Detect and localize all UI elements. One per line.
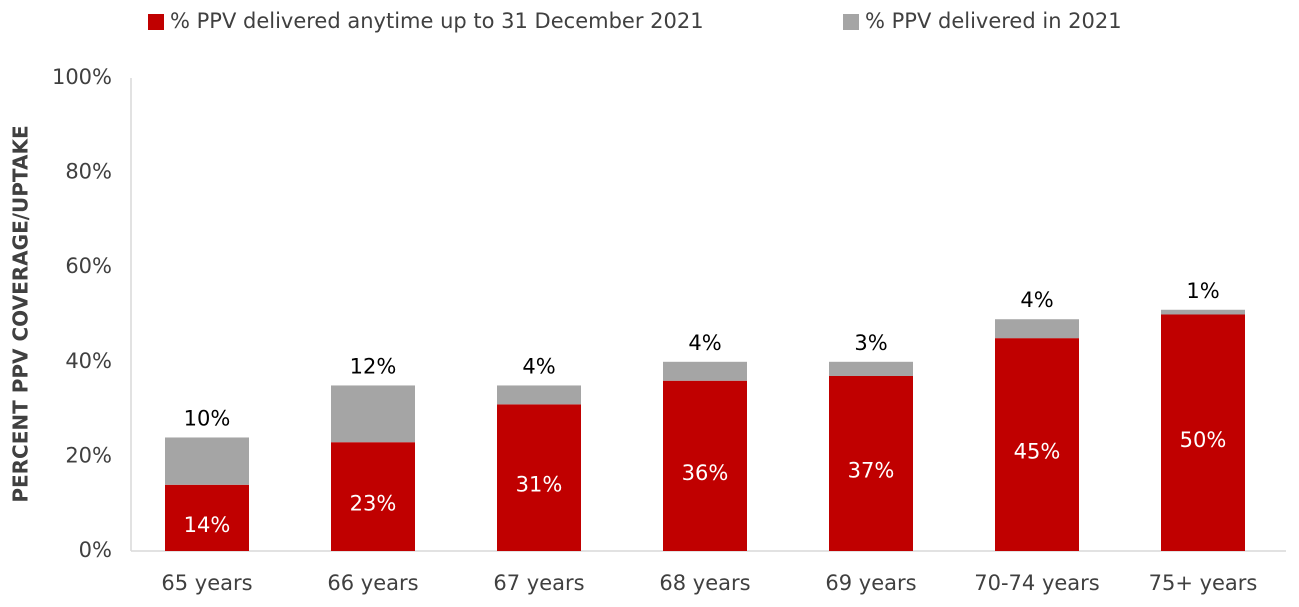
y-tick-label: 0% <box>79 538 112 562</box>
data-label: 37% <box>848 458 895 482</box>
x-tick-label: 68 years <box>659 571 750 595</box>
data-label: 23% <box>350 492 397 516</box>
data-label: 12% <box>350 354 397 378</box>
x-tick-label: 69 years <box>825 571 916 595</box>
bar-segment <box>331 385 415 443</box>
data-label: 10% <box>184 406 231 430</box>
x-tick-label: 66 years <box>327 571 418 595</box>
bar-segment <box>995 319 1079 339</box>
y-tick-label: 80% <box>65 160 112 184</box>
data-label: 3% <box>854 331 887 355</box>
bar-segment <box>165 437 249 485</box>
legend-label: % PPV delivered anytime up to 31 Decembe… <box>170 9 704 33</box>
data-label: 31% <box>516 473 563 497</box>
bar-segment <box>663 361 747 381</box>
bar-segment <box>497 385 581 405</box>
data-label: 50% <box>1180 428 1227 452</box>
bar-segment <box>829 375 913 551</box>
data-label: 1% <box>1186 279 1219 303</box>
y-tick-label: 100% <box>52 65 112 89</box>
bar-segment <box>1161 309 1245 315</box>
legend-swatch <box>843 14 859 30</box>
bar-segment <box>663 380 747 551</box>
data-label: 14% <box>184 513 231 537</box>
bar-segment <box>165 484 249 551</box>
bar-segment <box>331 442 415 551</box>
y-tick-label: 20% <box>65 443 112 467</box>
y-tick-label: 40% <box>65 349 112 373</box>
x-tick-label: 67 years <box>493 571 584 595</box>
legend-swatch <box>148 14 164 30</box>
bar-segment <box>497 404 581 551</box>
data-label: 45% <box>1014 440 1061 464</box>
legend-label: % PPV delivered in 2021 <box>865 9 1122 33</box>
x-tick-label: 65 years <box>161 571 252 595</box>
x-tick-label: 75+ years <box>1149 571 1258 595</box>
bar-segment <box>829 361 913 376</box>
data-label: 4% <box>688 331 721 355</box>
y-axis-title: PERCENT PPV COVERAGE/UPTAKE <box>9 125 33 502</box>
data-label: 4% <box>522 354 555 378</box>
bar-segment <box>995 338 1079 551</box>
bar-segment <box>1161 314 1245 551</box>
y-tick-label: 60% <box>65 254 112 278</box>
x-tick-label: 70-74 years <box>974 571 1100 595</box>
data-label: 4% <box>1020 288 1053 312</box>
data-label: 36% <box>682 461 729 485</box>
